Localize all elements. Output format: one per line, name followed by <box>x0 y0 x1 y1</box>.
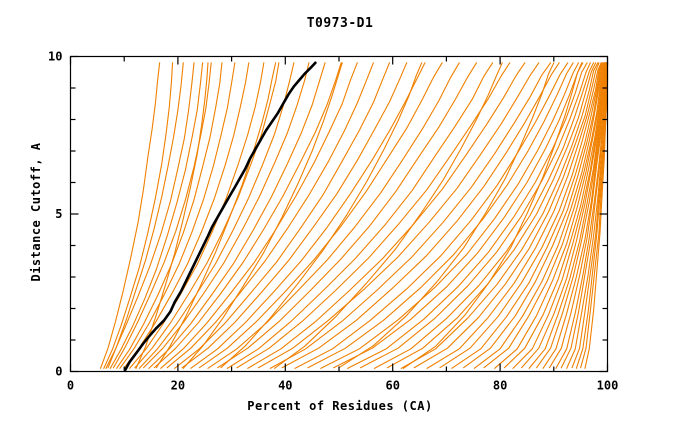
page-title: T0973-D1 <box>306 16 374 31</box>
series-line <box>571 62 609 369</box>
series-line <box>100 62 161 369</box>
y-tick-label: 5 <box>55 207 62 221</box>
series-line <box>294 62 569 369</box>
series-line <box>400 62 599 369</box>
series-line <box>320 62 580 369</box>
series-line <box>182 62 343 369</box>
series-line <box>174 62 391 369</box>
series-line <box>116 62 223 369</box>
series-line <box>528 62 607 369</box>
series-line <box>373 62 595 369</box>
series-line <box>236 62 511 369</box>
axes-layer <box>69 55 609 373</box>
y-tick-label: 0 <box>55 365 62 379</box>
series-line <box>160 62 358 369</box>
series-line <box>451 62 604 369</box>
series-line <box>347 62 588 369</box>
series-line <box>112 62 212 369</box>
series-line <box>105 62 195 369</box>
series-line <box>166 62 374 369</box>
series-line <box>198 62 443 369</box>
series-line <box>274 62 503 369</box>
series-line <box>512 62 606 369</box>
series-line <box>426 62 602 369</box>
series-line <box>307 62 574 369</box>
series-line <box>463 62 604 369</box>
y-tick-label: 10 <box>48 50 62 64</box>
x-tick-label: 0 <box>67 379 74 393</box>
series-line <box>107 62 184 369</box>
series-line <box>386 62 597 369</box>
series-line <box>155 62 277 369</box>
series-line <box>103 62 174 369</box>
x-tick-label: 40 <box>278 379 292 393</box>
series-line <box>190 62 426 369</box>
series-line <box>123 61 317 372</box>
series-line <box>220 62 423 369</box>
x-tick-label: 80 <box>493 379 507 393</box>
series-line <box>153 62 342 369</box>
series-line <box>257 62 540 369</box>
series-line <box>338 62 555 369</box>
x-tick-label: 20 <box>171 379 185 393</box>
series-line <box>217 62 478 369</box>
series-line <box>359 62 591 369</box>
series-line <box>134 62 280 369</box>
series-line <box>135 62 209 369</box>
x-tick-label: 100 <box>597 379 619 393</box>
x-axis-label: Percent of Residues (CA) <box>247 399 433 413</box>
series-line <box>439 62 603 369</box>
series-line <box>148 62 326 369</box>
series-line <box>333 62 584 369</box>
x-tick-label: 60 <box>385 379 399 393</box>
series-line <box>181 62 408 369</box>
series-line <box>269 62 552 369</box>
tick-labels-layer: 0 20 40 60 80 100 0 5 10 <box>48 50 618 393</box>
series-line <box>413 62 600 369</box>
series-line <box>555 62 609 369</box>
series-line <box>109 62 204 369</box>
curves-layer <box>100 61 609 372</box>
series-line <box>483 62 605 369</box>
series-line <box>119 62 236 369</box>
series-line <box>247 62 526 369</box>
series-line <box>226 62 494 369</box>
series-line <box>494 62 606 369</box>
series-line <box>542 62 607 369</box>
series-line <box>402 62 583 369</box>
series-line <box>473 62 605 369</box>
